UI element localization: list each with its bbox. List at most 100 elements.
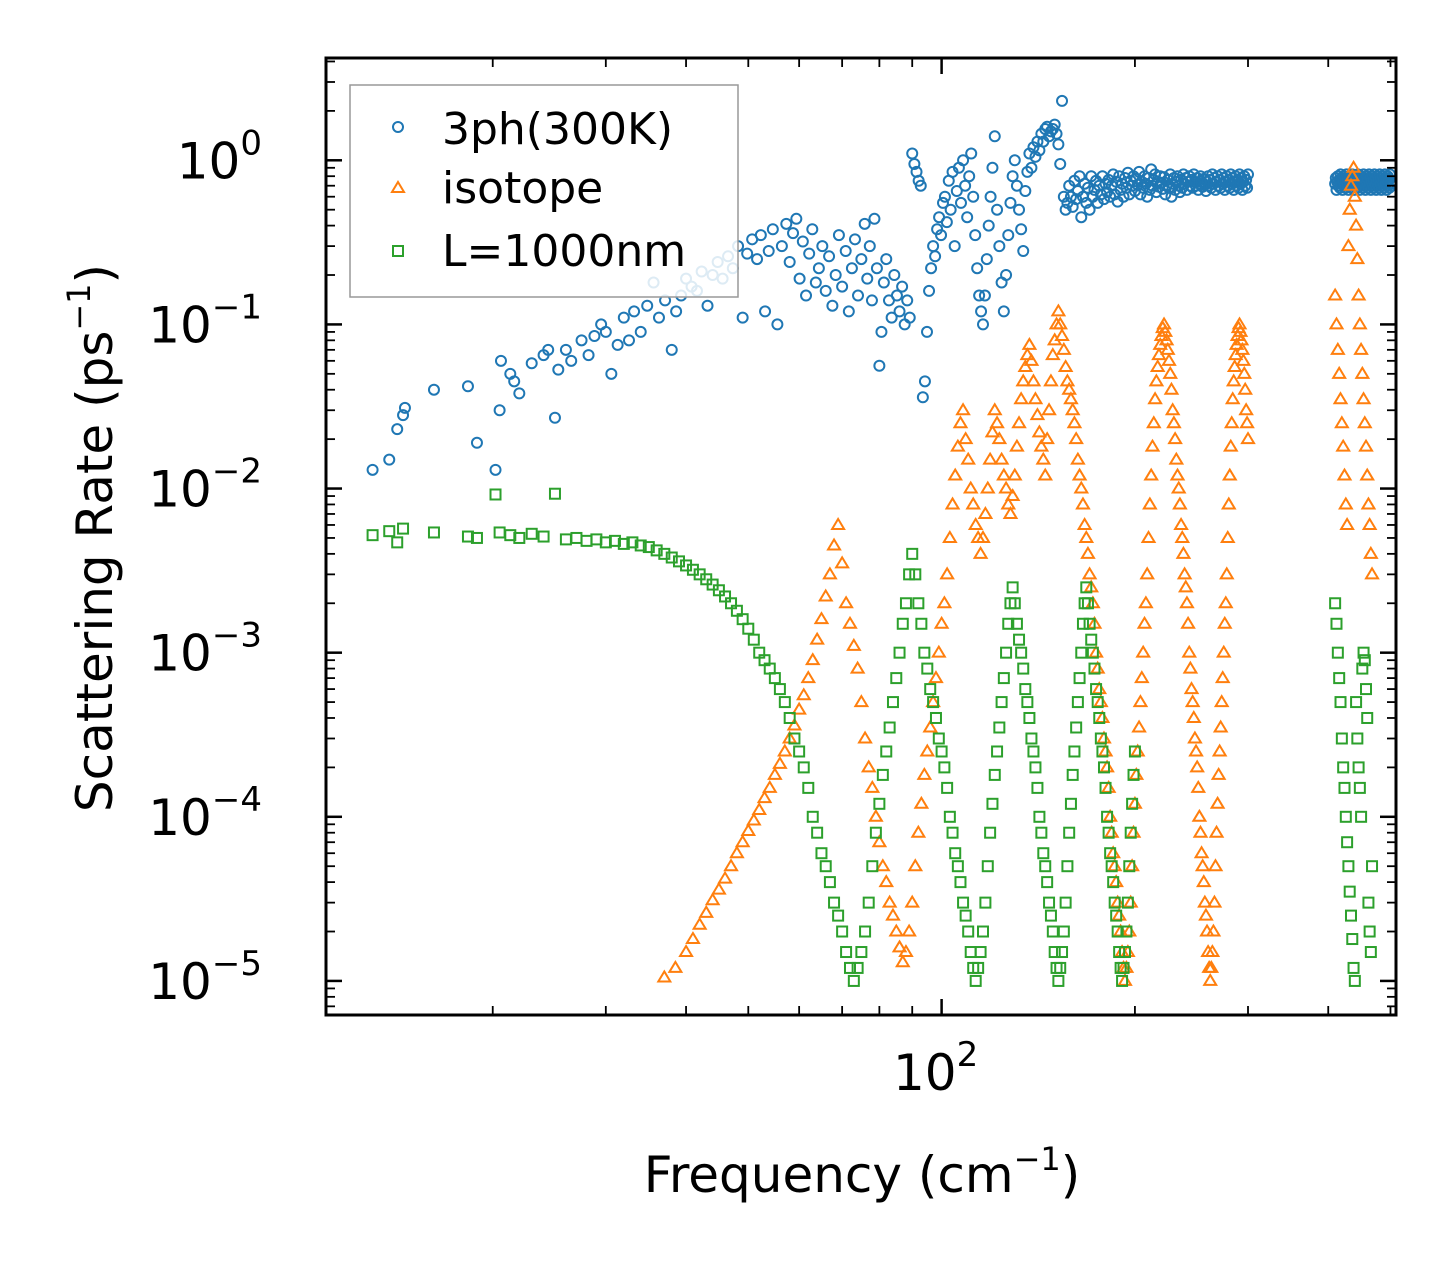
data-point (1059, 203, 1072, 216)
data-point (771, 318, 784, 331)
data-point (1054, 328, 1070, 342)
data-point (928, 670, 944, 684)
data-point (993, 451, 1010, 465)
data-point (845, 262, 858, 275)
data-point (947, 467, 963, 481)
data-point (1080, 196, 1093, 209)
data-point (1017, 359, 1034, 373)
data-point (800, 289, 813, 302)
data-point (1000, 646, 1013, 659)
data-point (918, 375, 931, 388)
data-point (809, 631, 825, 645)
data-point (877, 276, 890, 289)
data-point (366, 529, 379, 542)
data-point (1363, 545, 1379, 559)
data-point (788, 732, 801, 745)
data-point (984, 826, 997, 839)
data-point (836, 280, 849, 293)
data-point (628, 305, 641, 318)
data-point (493, 404, 506, 417)
data-point (1107, 876, 1120, 889)
data-point (1002, 229, 1015, 242)
data-point (1078, 530, 1095, 543)
data-point (1333, 672, 1346, 685)
data-point (1015, 373, 1031, 387)
data-point (1081, 181, 1094, 194)
data-point (980, 253, 993, 266)
data-point (611, 338, 624, 351)
data-point (903, 311, 916, 324)
data-point (944, 203, 957, 216)
data-point (965, 147, 978, 160)
data-point (819, 860, 832, 873)
data-point (575, 334, 588, 347)
data-point (754, 229, 767, 242)
data-point (1353, 341, 1369, 355)
data-point (1019, 683, 1032, 696)
data-point (813, 611, 830, 625)
data-point (878, 874, 895, 888)
x-axis-label: Frequency (cm−1) (644, 1140, 1081, 1204)
data-point (929, 250, 942, 263)
data-point (1124, 826, 1137, 839)
data-point (1027, 391, 1044, 405)
data-point (623, 334, 636, 347)
data-point (1076, 517, 1093, 530)
data-point (1064, 797, 1077, 810)
data-point (977, 318, 990, 331)
data-point (1217, 595, 1234, 609)
data-point (795, 687, 812, 701)
data-point (1239, 415, 1255, 429)
data-point (525, 527, 538, 540)
data-point (1002, 506, 1019, 519)
data-point (1355, 810, 1368, 823)
data-point (898, 944, 914, 958)
data-point (804, 652, 821, 666)
data-point (1061, 381, 1077, 395)
data-point (1009, 438, 1025, 452)
data-point (1076, 617, 1089, 630)
data-point (903, 568, 916, 581)
data-point (979, 896, 992, 909)
data-point (1357, 646, 1370, 659)
data-point (1039, 860, 1052, 873)
data-point (1347, 188, 1363, 202)
data-point (783, 711, 796, 724)
data-point (871, 834, 888, 848)
data-point (1010, 179, 1023, 192)
data-point (1351, 732, 1364, 745)
data-point (809, 276, 822, 289)
data-point (678, 944, 694, 958)
data-point (711, 881, 727, 895)
legend-label-l1000: L=1000nm (442, 226, 686, 277)
data-point (885, 907, 901, 921)
data-point (1056, 94, 1069, 107)
data-point (826, 537, 842, 551)
data-point (1134, 188, 1147, 201)
data-point (977, 925, 990, 938)
data-point (1159, 188, 1172, 201)
data-point (1205, 923, 1222, 937)
data-point (1015, 646, 1028, 659)
data-markers (366, 94, 1397, 987)
data-point (1075, 496, 1091, 510)
data-point (918, 646, 931, 659)
data-point (756, 790, 773, 804)
data-point (1111, 925, 1124, 938)
y-tick-label: 10−1 (148, 287, 262, 354)
data-point (855, 253, 868, 266)
data-point (1000, 269, 1013, 282)
data-point (941, 781, 954, 794)
data-point (974, 946, 987, 959)
data-point (1336, 467, 1353, 481)
data-point (761, 779, 778, 793)
data-point (1357, 415, 1373, 429)
data-point (729, 845, 745, 859)
data-point (986, 797, 999, 810)
data-point (1070, 451, 1086, 465)
legend-label-3ph: 3ph(300K) (442, 104, 673, 155)
data-point (650, 544, 663, 557)
data-point (870, 262, 883, 275)
data-point (962, 480, 979, 494)
